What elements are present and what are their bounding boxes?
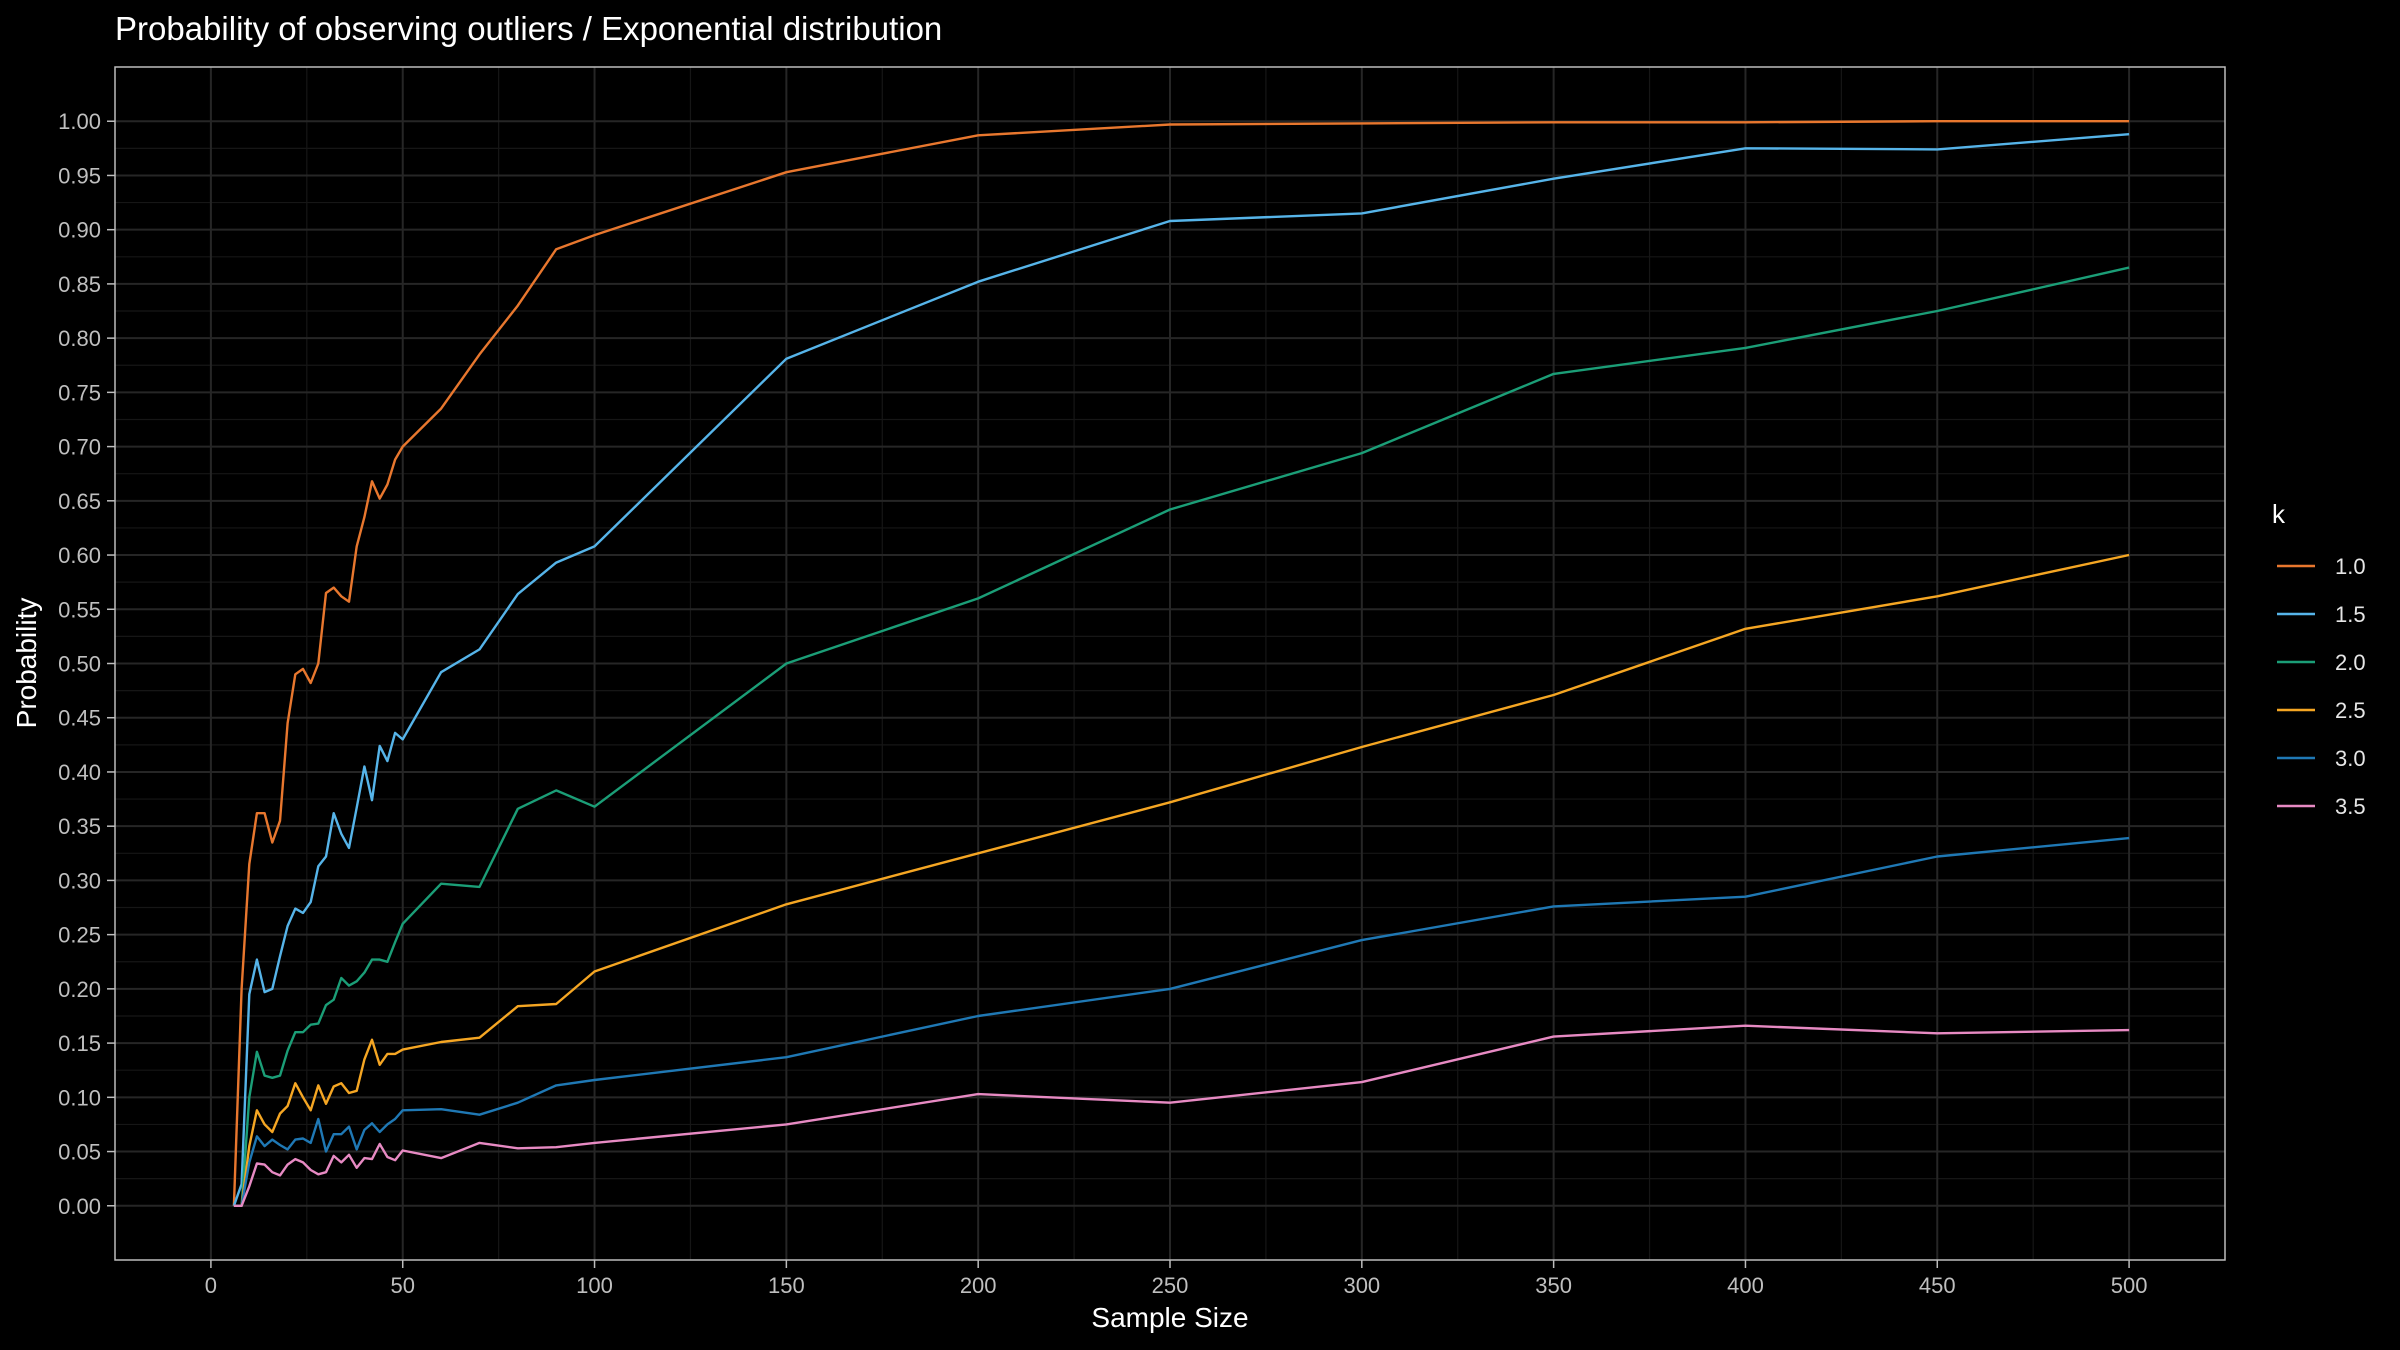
y-tick-label: 0.60: [58, 543, 101, 568]
y-tick-label: 0.00: [58, 1194, 101, 1219]
y-tick-label: 0.70: [58, 435, 101, 460]
y-tick-label: 0.40: [58, 760, 101, 785]
legend-title: k: [2272, 499, 2286, 529]
x-tick-label: 100: [576, 1273, 613, 1298]
x-axis-title: Sample Size: [1091, 1302, 1248, 1333]
x-tick-label: 50: [390, 1273, 414, 1298]
y-tick-label: 1.00: [58, 109, 101, 134]
y-tick-label: 0.05: [58, 1140, 101, 1165]
legend-label: 1.0: [2335, 554, 2366, 579]
chart-title: Probability of observing outliers / Expo…: [115, 10, 942, 47]
y-tick-label: 0.50: [58, 652, 101, 677]
series-line-k-3.0: [233, 836, 2130, 1208]
legend-label: 1.5: [2335, 602, 2366, 627]
y-tick-label: 0.85: [58, 272, 101, 297]
series-lines: [232, 119, 2130, 1208]
legend-label: 3.5: [2335, 794, 2366, 819]
x-tick-label: 0: [205, 1273, 217, 1298]
x-tick-label: 300: [1343, 1273, 1380, 1298]
x-tick-label: 500: [2111, 1273, 2148, 1298]
series-line-k-1.0: [232, 119, 2130, 1206]
y-tick-label: 0.90: [58, 218, 101, 243]
y-tick-label: 0.15: [58, 1031, 101, 1056]
y-tick-label: 0.65: [58, 489, 101, 514]
y-tick-label: 0.80: [58, 326, 101, 351]
series-line-k-3.5: [233, 1024, 2130, 1208]
y-tick-label: 0.95: [58, 163, 101, 188]
legend: k 1.0 1.5 2.0 2.5 3.0 3.5: [2272, 499, 2366, 819]
y-tick-label: 0.30: [58, 868, 101, 893]
legend-label: 3.0: [2335, 746, 2366, 771]
x-tick-label: 150: [768, 1273, 805, 1298]
grid-major: [115, 67, 2225, 1260]
legend-label: 2.0: [2335, 650, 2366, 675]
y-tick-label: 0.35: [58, 814, 101, 839]
x-tick-label: 200: [960, 1273, 997, 1298]
y-tick-label: 0.55: [58, 597, 101, 622]
y-tick-label: 0.75: [58, 380, 101, 405]
x-tick-label: 350: [1535, 1273, 1572, 1298]
series-line-k-2.5: [233, 553, 2130, 1208]
y-axis: 0.00 0.05 0.10 0.15 0.20 0.25 0.30 0.35 0.40 0.45…: [58, 109, 115, 1219]
y-tick-label: 0.25: [58, 923, 101, 948]
x-tick-label: 450: [1919, 1273, 1956, 1298]
y-tick-label: 0.10: [58, 1085, 101, 1110]
y-axis-title: Probability: [11, 598, 42, 729]
legend-label: 2.5: [2335, 698, 2366, 723]
y-tick-label: 0.20: [58, 977, 101, 1002]
x-tick-label: 250: [1152, 1273, 1189, 1298]
x-tick-label: 400: [1727, 1273, 1764, 1298]
x-axis: 0 50 100 150 200 250 300 350 400 450 500: [205, 1260, 2148, 1298]
series-line-k-2.0: [233, 266, 2130, 1208]
series-line-k-1.5: [232, 133, 2130, 1207]
y-tick-label: 0.45: [58, 706, 101, 731]
